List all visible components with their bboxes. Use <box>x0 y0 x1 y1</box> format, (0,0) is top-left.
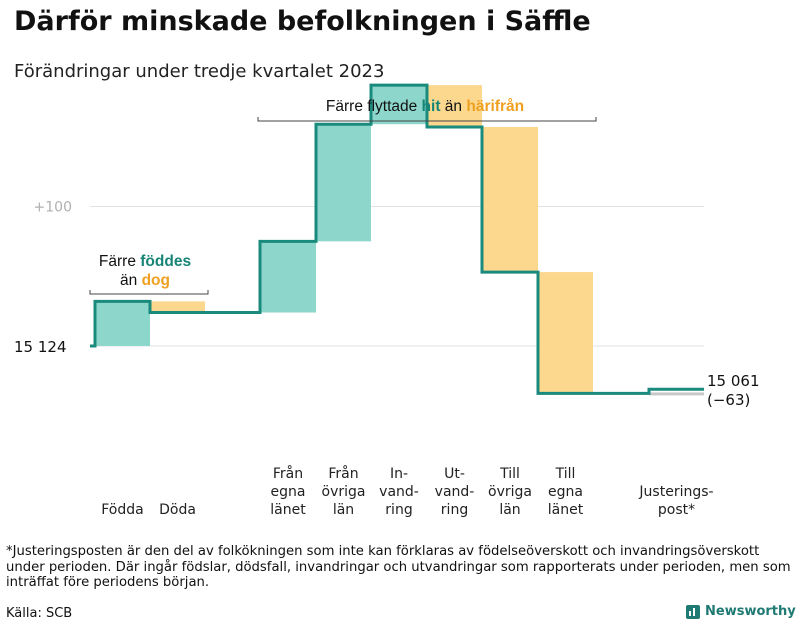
cumulative-line <box>90 83 704 395</box>
category-label-line: Ut- <box>444 466 465 482</box>
category-label-doda: Döda <box>159 502 196 518</box>
category-label-line: vand- <box>435 484 475 500</box>
y-tick-label: +100 <box>34 200 72 216</box>
annotation-births-deaths-text-line2: än dog <box>120 272 170 289</box>
bar-justering <box>649 392 704 396</box>
category-label-invandring: In-vand-ring <box>379 466 419 518</box>
bar-fran_ovriga <box>316 124 371 242</box>
category-label-line: In- <box>390 466 408 482</box>
annotation-births-deaths-bracket <box>89 290 209 295</box>
footnote: *Justeringsposten är den del av folkökni… <box>6 544 791 590</box>
bar-invandring <box>371 85 427 125</box>
category-label-till_egna: Till egna länet <box>548 466 584 518</box>
category-label-line: Från <box>273 465 303 482</box>
annotation-highlight-orange: dog <box>142 272 170 289</box>
annotation-prefix: Färre flyttade <box>326 98 422 115</box>
category-label-line: län <box>333 502 354 518</box>
category-label-fodda: Födda <box>101 502 143 518</box>
annotation-births-deaths: Färre föddes än dog <box>89 253 209 295</box>
category-label-line: vand- <box>379 484 419 500</box>
category-label-justering: Justerings-post* <box>638 484 713 518</box>
category-label-line: ring <box>441 502 468 518</box>
source-label: Källa: SCB <box>6 606 73 621</box>
category-label-line: egna <box>548 484 583 500</box>
annotation-highlight-teal: hit <box>422 98 441 115</box>
category-label-fran_ovriga: Från övriga län <box>322 465 366 518</box>
bar-till_egna <box>538 272 593 394</box>
labels-layer: +100 Födda Döda Från egna länet Från övriga län I… <box>14 200 760 519</box>
annotations-layer: Färre föddes än dog Färre flyttade hit än … <box>89 98 597 295</box>
category-label-line: övriga <box>322 484 366 500</box>
category-label-line: Till <box>555 466 576 482</box>
bar-till_ovriga <box>482 126 538 273</box>
category-label-line: länet <box>548 502 584 518</box>
total-change-label: (−63) <box>707 391 750 409</box>
annotation-migration-text: Färre flyttade hit än härifrån <box>326 98 524 115</box>
annotation-migration-bracket <box>257 117 597 122</box>
end-value-label: 15 061 <box>707 372 760 390</box>
line-layer <box>90 83 704 395</box>
annotation-highlight-orange: härifrån <box>466 98 524 115</box>
brand-logo: Newsworthy <box>686 604 796 619</box>
category-label-line: egna <box>271 484 306 500</box>
annotation-middle: än <box>445 98 467 115</box>
category-label-line: Från <box>328 465 358 482</box>
annotation-prefix: Färre <box>99 253 140 270</box>
category-label-utvandring: Ut-vand-ring <box>435 466 475 518</box>
annotation-middle: än <box>120 272 142 289</box>
bar-fran_egna <box>260 241 316 313</box>
category-label-line: post* <box>658 502 695 518</box>
start-value-label: 15 124 <box>14 338 67 356</box>
category-label-line: Döda <box>159 502 196 518</box>
category-label-line: Justerings- <box>638 484 713 500</box>
category-label-line: Till <box>499 466 520 482</box>
annotation-births-deaths-text: Färre föddes <box>99 253 191 270</box>
annotation-highlight-teal: föddes <box>140 253 191 270</box>
category-label-line: Födda <box>101 502 143 518</box>
category-label-line: länet <box>270 502 306 518</box>
bar-doda <box>150 301 205 313</box>
category-label-till_ovriga: Till övriga län <box>488 466 532 518</box>
category-label-line: övriga <box>488 484 532 500</box>
chart-title: Därför minskade befolkningen i Säffle <box>14 6 591 37</box>
bar-utvandring <box>427 85 482 127</box>
bars-layer <box>95 85 704 396</box>
category-label-line: län <box>499 502 520 518</box>
category-label-fran_egna: Från egna länet <box>270 465 306 518</box>
newsworthy-icon <box>686 604 700 619</box>
waterfall-chart: +100 Födda Döda Från egna länet Från övriga län I… <box>14 83 760 519</box>
grid-layer <box>90 206 704 347</box>
annotation-migration: Färre flyttade hit än härifrån <box>257 98 597 122</box>
bar-fodda <box>95 301 150 346</box>
category-label-line: ring <box>385 502 412 518</box>
chart-subtitle: Förändringar under tredje kvartalet 2023 <box>14 61 385 82</box>
brand-name: Newsworthy <box>705 604 796 619</box>
